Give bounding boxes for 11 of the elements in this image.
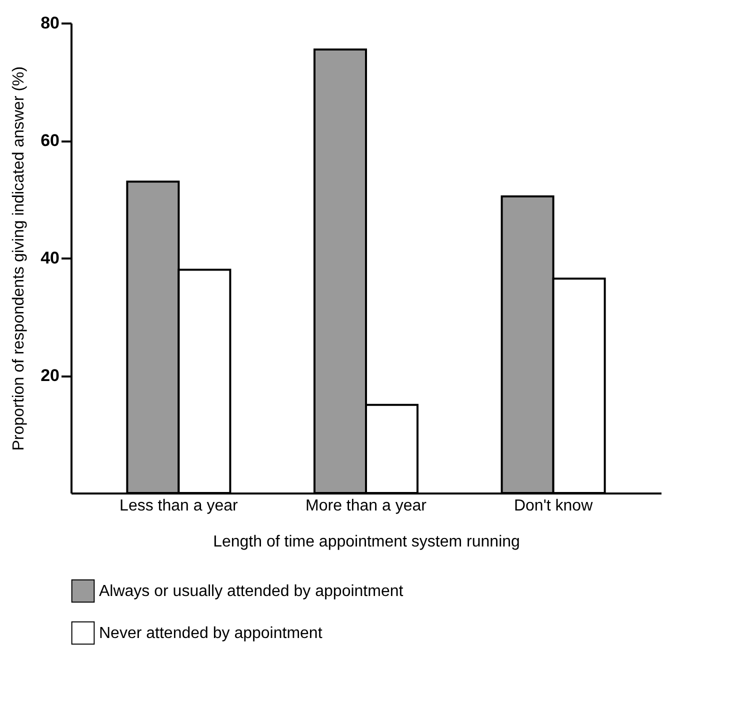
legend-label: Never attended by appointment	[99, 625, 323, 642]
y-tick-label: 40	[40, 248, 60, 268]
y-tick-label: 80	[40, 14, 60, 32]
y-tick-label: 20	[40, 366, 60, 385]
x-tick-label: More than a year	[306, 498, 428, 514]
x-tick-label: Don't know	[514, 498, 594, 514]
x-axis-title: Length of time appointment system running	[213, 534, 520, 550]
x-tick-label: Less than a year	[120, 498, 239, 514]
y-axis-title: Proportion of respondents giving indicated answer (%)	[10, 66, 28, 451]
y-tick-label: 60	[40, 131, 60, 150]
legend-label: Always or usually attended by appointment	[99, 583, 404, 600]
